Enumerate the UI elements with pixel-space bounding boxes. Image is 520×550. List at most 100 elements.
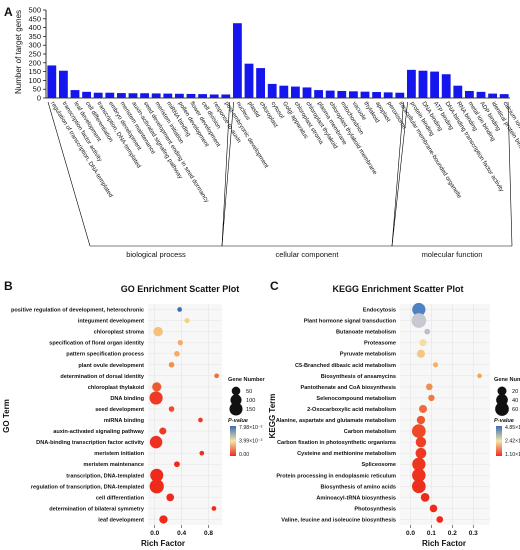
data-point [412,457,426,471]
bar [116,93,126,98]
group-label: molecular function [422,250,483,259]
data-point [428,394,435,402]
y-tick-label: 250 [28,50,41,59]
term-label: leaf development [98,517,144,523]
term-label: regulation of transcription, DNA-templat… [31,484,145,490]
data-point [433,362,439,368]
x-tick-label: 0.8 [204,530,213,537]
bar [464,90,474,98]
y-tick-label: 300 [28,41,41,50]
term-label: specification of floral organ identity [49,341,145,347]
bar-chart-category-labels: regulation of transcription, DNA-templat… [49,101,520,204]
data-point [436,516,444,523]
term-label: positive regulation of development, hete… [11,308,144,314]
data-point [152,382,162,392]
data-point [168,406,175,412]
bar [221,94,231,98]
bar-chart-bars [47,23,509,99]
plot-background [400,304,490,525]
bar [348,91,358,98]
term-label: C5-Branched dibasic acid metabolism [295,363,396,369]
term-label: determination of dorsal identity [60,374,144,380]
term-label: seed development [95,407,144,413]
group-bracket-line [507,101,513,247]
data-point [149,391,163,405]
bar [406,69,416,98]
size-legend-circle [231,386,241,396]
term-label: transcription, DNA-templated [66,473,144,479]
term-label: Proteasome [364,341,396,347]
size-legend-label: 50 [246,389,252,395]
color-legend-label: 4.85×10⁻² [505,425,520,431]
size-legend-label: 60 [512,407,518,413]
bar [232,23,242,99]
data-point [174,461,180,468]
bar [128,93,138,98]
data-point [174,350,180,357]
bar [267,83,277,98]
group-bracket-line [221,101,230,247]
data-point [177,340,183,346]
size-legend-circle [229,402,243,416]
x-tick-label: 0.2 [448,530,457,537]
size-legend-title: Gene Number [494,377,520,383]
data-point [416,415,426,425]
bar [244,63,254,98]
data-point [419,339,427,347]
data-point [150,468,164,482]
y-tick-label: 450 [28,14,41,23]
data-point [166,493,175,502]
x-tick-label: 0.1 [427,530,436,537]
term-label: Butanoate metabolism [336,330,396,336]
term-label: Selenocompound metabolism [316,396,396,402]
bar [395,92,405,98]
term-label: Cysteine and methionine metabolism [297,451,396,457]
size-legend-circle [495,402,509,416]
bar [360,91,370,98]
bar [499,94,509,98]
panel-c: C KEGG Enrichment Scatter Plot 0.0 0.1 0.2… [268,279,520,548]
bar [476,91,486,98]
term-label: Protein processing in endoplasmic reticu… [276,473,396,479]
data-point [425,383,433,391]
bar [383,92,393,98]
bar [70,90,80,98]
term-label: DNA-binding transcription factor activit… [36,440,145,446]
bar [93,92,103,98]
term-label: Plant hormone signal transduction [304,319,397,325]
y-tick-label: 400 [28,23,41,32]
term-label: Photosynthesis [354,506,396,512]
term-label: Carbon fixation in photosynthetic organi… [277,440,396,446]
bar [325,90,335,98]
bar [151,93,161,98]
size-legend-circle [230,394,242,406]
term-label: meristem initiation [94,451,144,457]
term-label: determination of bilateral symmetry [49,506,145,512]
size-legend-label: 20 [512,389,518,395]
term-label: Biosynthesis of amino acids [320,484,396,490]
term-label: Pantothenate and CoA biosynthesis [300,385,396,391]
data-point [411,313,427,328]
bar-chart-y-label: Number of target genes [14,10,23,94]
data-point [411,479,426,494]
color-legend-label: 7.98×10⁻³ [239,425,263,431]
go-scatter-plot: 0.0 0.4 0.8 positive regulation of developm… [11,304,222,537]
panel-a-label: A [4,5,13,19]
y-tick-label: 50 [33,85,41,94]
term-label: Aminoacyl-tRNA biosynthesis [316,495,396,501]
y-tick-label: 350 [28,32,41,41]
data-point [214,373,219,379]
kegg-scatter-x-label: Rich Factor [422,539,466,548]
size-legend-title: Gene Number [228,377,266,383]
kegg-scatter-title: KEGG Enrichment Scatter Plot [332,284,463,294]
term-label: pattern specification process [66,352,144,358]
bar [372,92,382,98]
bar [174,93,184,98]
bar [314,90,324,98]
y-tick-label: 500 [28,6,41,15]
bar [140,93,150,98]
bar [105,92,115,98]
y-tick-label: 100 [28,76,41,85]
